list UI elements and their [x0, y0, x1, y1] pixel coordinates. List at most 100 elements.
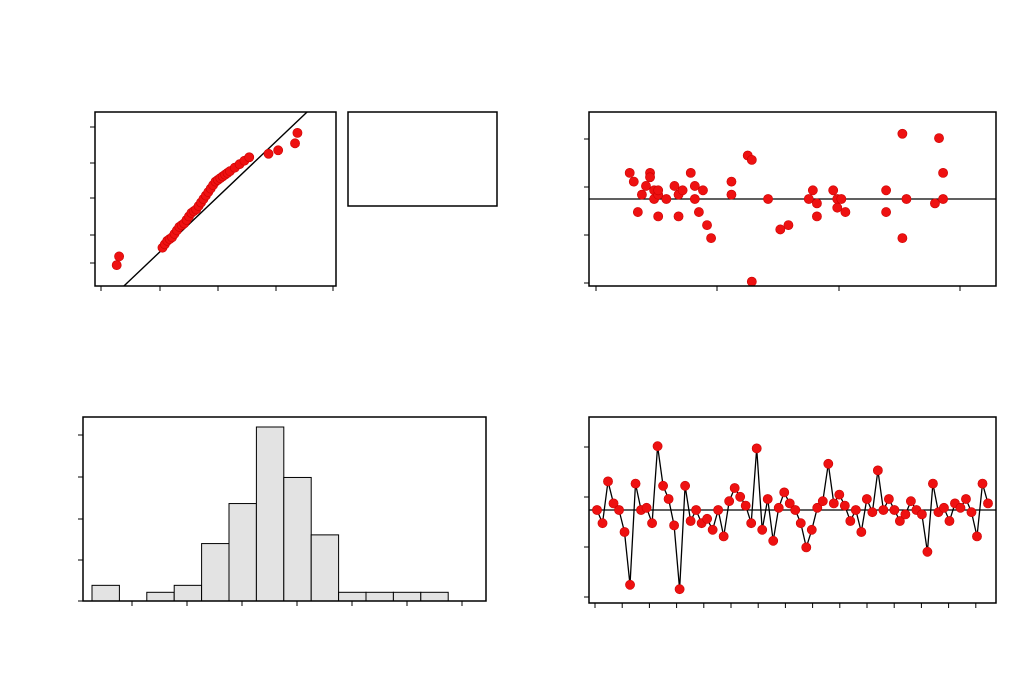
data-point: [614, 505, 624, 515]
data-point: [647, 518, 657, 529]
data-point: [939, 502, 949, 513]
data-point: [726, 176, 737, 187]
data-point: [917, 509, 927, 520]
histogram-bar: [283, 476, 312, 602]
data-point: [867, 507, 878, 518]
data-point: [592, 505, 602, 515]
data-point: [828, 185, 839, 196]
histogram-of-residuals: [78, 416, 487, 606]
data-point: [244, 152, 255, 163]
data-point: [850, 505, 861, 515]
data-point: [673, 211, 684, 222]
data-point: [972, 531, 982, 542]
normal-probability-plot: [90, 111, 337, 291]
data-point: [807, 185, 818, 196]
data-point: [680, 480, 691, 491]
data-point: [669, 520, 679, 531]
data-point: [955, 502, 966, 513]
data-point: [812, 198, 822, 209]
data-point: [812, 502, 823, 513]
data-point: [746, 276, 757, 287]
data-point: [881, 185, 892, 196]
residuals-versus-order-plot: [584, 416, 997, 608]
data-point: [707, 524, 718, 535]
histogram-bar: [228, 503, 257, 602]
data-point: [836, 194, 847, 204]
plot-frame: [82, 416, 487, 602]
data-point: [878, 505, 889, 515]
data-point: [735, 491, 746, 502]
data-point: [828, 498, 839, 509]
data-point: [718, 531, 729, 542]
data-point: [273, 145, 284, 156]
data-point: [597, 518, 608, 529]
data-point: [645, 172, 655, 183]
data-point: [795, 518, 806, 529]
data-point: [930, 198, 940, 209]
data-point: [889, 505, 900, 515]
data-point: [803, 194, 814, 204]
data-point: [693, 207, 704, 217]
data-point: [773, 502, 784, 513]
data-point: [669, 181, 680, 191]
data-point: [632, 207, 643, 217]
data-point: [706, 233, 716, 244]
data-point: [783, 220, 794, 230]
histogram-bar: [310, 534, 340, 602]
data-point: [762, 494, 773, 504]
data-point: [661, 194, 672, 204]
residuals-versus-fits-plot: [584, 111, 997, 291]
data-point: [751, 443, 762, 454]
series-line: [596, 446, 989, 590]
data-point: [790, 505, 801, 515]
data-point: [685, 516, 696, 526]
data-point: [652, 441, 663, 452]
histogram-bar: [365, 591, 394, 602]
data-point: [641, 181, 651, 191]
plot-frame: [588, 416, 997, 604]
data-point: [641, 502, 652, 513]
data-point: [834, 489, 845, 500]
data-point: [691, 505, 702, 515]
data-point: [944, 516, 955, 526]
data-point: [111, 260, 122, 271]
data-point: [938, 194, 948, 204]
data-point: [630, 478, 641, 489]
data-point: [702, 513, 713, 524]
data-point: [768, 535, 779, 546]
data-point: [900, 509, 911, 520]
data-point: [894, 516, 905, 526]
data-point: [713, 505, 724, 515]
data-point: [658, 480, 668, 491]
data-point: [724, 496, 735, 507]
data-point: [872, 465, 883, 476]
data-point: [775, 224, 786, 235]
histogram-bar: [201, 543, 230, 602]
data-point: [677, 185, 688, 196]
data-point: [983, 498, 993, 509]
data-point: [729, 483, 740, 493]
histogram-bar: [420, 591, 449, 602]
data-point: [740, 500, 751, 511]
data-point: [763, 194, 773, 204]
data-point: [263, 148, 274, 159]
data-point: [628, 176, 639, 187]
data-point: [663, 494, 674, 504]
data-point: [292, 127, 303, 138]
data-point: [922, 546, 933, 557]
fit-line: [123, 112, 308, 286]
data-point: [637, 189, 647, 200]
data-point: [625, 579, 635, 590]
data-point: [757, 524, 768, 535]
histogram-bar: [338, 591, 367, 602]
data-point: [832, 202, 843, 213]
data-point: [856, 527, 867, 537]
data-point: [966, 507, 977, 518]
data-point: [746, 518, 757, 529]
data-point: [977, 478, 988, 489]
data-point: [702, 220, 712, 230]
data-point: [897, 233, 908, 244]
data-point: [674, 584, 685, 595]
histogram-bar: [173, 584, 203, 602]
